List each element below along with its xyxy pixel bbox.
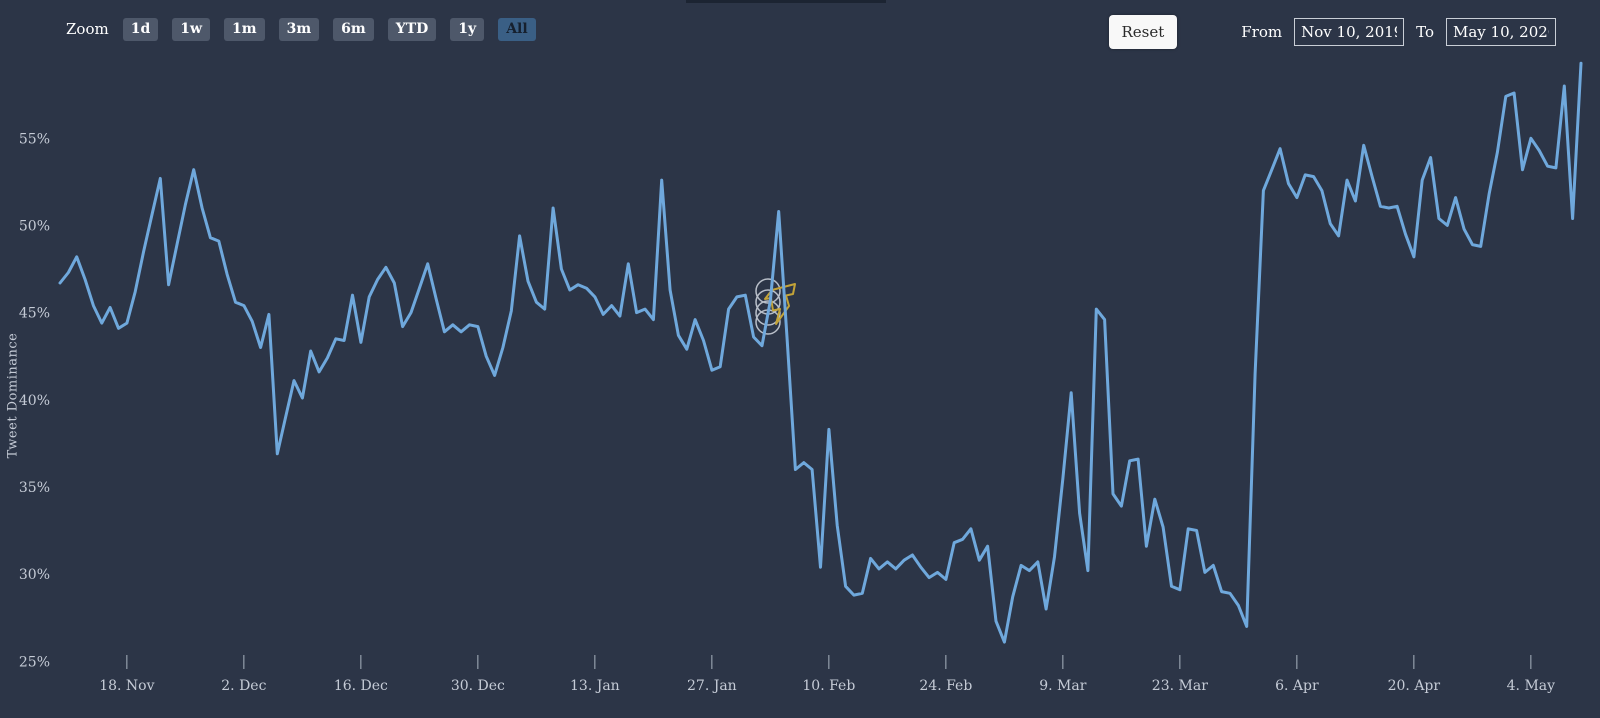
zoom-button-1d[interactable]: 1d <box>122 18 159 41</box>
zoom-button-group: 1d 1w 1m 3m 6m YTD 1y All <box>122 18 536 41</box>
y-axis-label: 30% <box>19 567 50 583</box>
from-date-input[interactable] <box>1294 18 1405 46</box>
y-axis-labels: 25% 30% 35% 40% 45% 50% 55% <box>19 131 50 670</box>
x-axis-label: 13. Jan <box>570 678 620 694</box>
watermark-logo <box>755 278 796 335</box>
tweet-dominance-line <box>58 61 1583 644</box>
y-axis-label: 55% <box>19 131 50 147</box>
y-axis-label: 25% <box>19 654 50 670</box>
x-axis-label: 16. Dec <box>334 678 388 694</box>
x-axis-label: 30. Dec <box>451 678 505 694</box>
x-axis-label: 27. Jan <box>687 678 737 694</box>
x-axis-label: 20. Apr <box>1388 678 1441 694</box>
y-axis-label: 50% <box>19 218 50 234</box>
zoom-button-1m[interactable]: 1m <box>224 18 265 41</box>
x-axis-label: 18. Nov <box>99 678 154 694</box>
lightning-t-icon <box>764 283 796 325</box>
zoom-button-1y[interactable]: 1y <box>450 18 485 41</box>
x-axis-label: 23. Mar <box>1152 678 1208 694</box>
x-axis-labels: 18. Nov 2. Dec 16. Dec 30. Dec 13. Jan 27. Ja… <box>99 678 1555 694</box>
zoom-button-3m[interactable]: 3m <box>278 18 320 41</box>
y-axis-label: 40% <box>19 393 50 409</box>
x-axis-label: 9. Mar <box>1039 678 1086 694</box>
zoom-button-all[interactable]: All <box>498 18 536 41</box>
date-range-controls: Reset From To <box>1108 15 1556 49</box>
zoom-button-ytd[interactable]: YTD <box>387 18 437 41</box>
reset-button[interactable]: Reset <box>1108 15 1178 49</box>
to-date-input[interactable] <box>1446 18 1556 46</box>
clipped-title-remnant <box>686 0 886 3</box>
x-axis-label: 4. May <box>1507 678 1555 694</box>
x-axis-label: 24. Feb <box>919 678 972 694</box>
range-selector-buttons: Zoom 1d 1w 1m 3m 6m YTD 1y All <box>66 18 536 41</box>
to-label: To <box>1416 23 1434 41</box>
zoom-button-1w[interactable]: 1w <box>172 18 211 41</box>
y-axis-label: 45% <box>19 306 50 322</box>
zoom-label: Zoom <box>66 20 109 39</box>
x-axis-ticks <box>126 655 1532 669</box>
x-axis-label: 2. Dec <box>221 678 266 694</box>
x-axis-label: 6. Apr <box>1275 678 1319 694</box>
zoom-button-6m[interactable]: 6m <box>333 18 374 41</box>
from-label: From <box>1241 23 1283 41</box>
y-axis-label: 35% <box>19 480 50 496</box>
x-axis-label: 10. Feb <box>802 678 855 694</box>
